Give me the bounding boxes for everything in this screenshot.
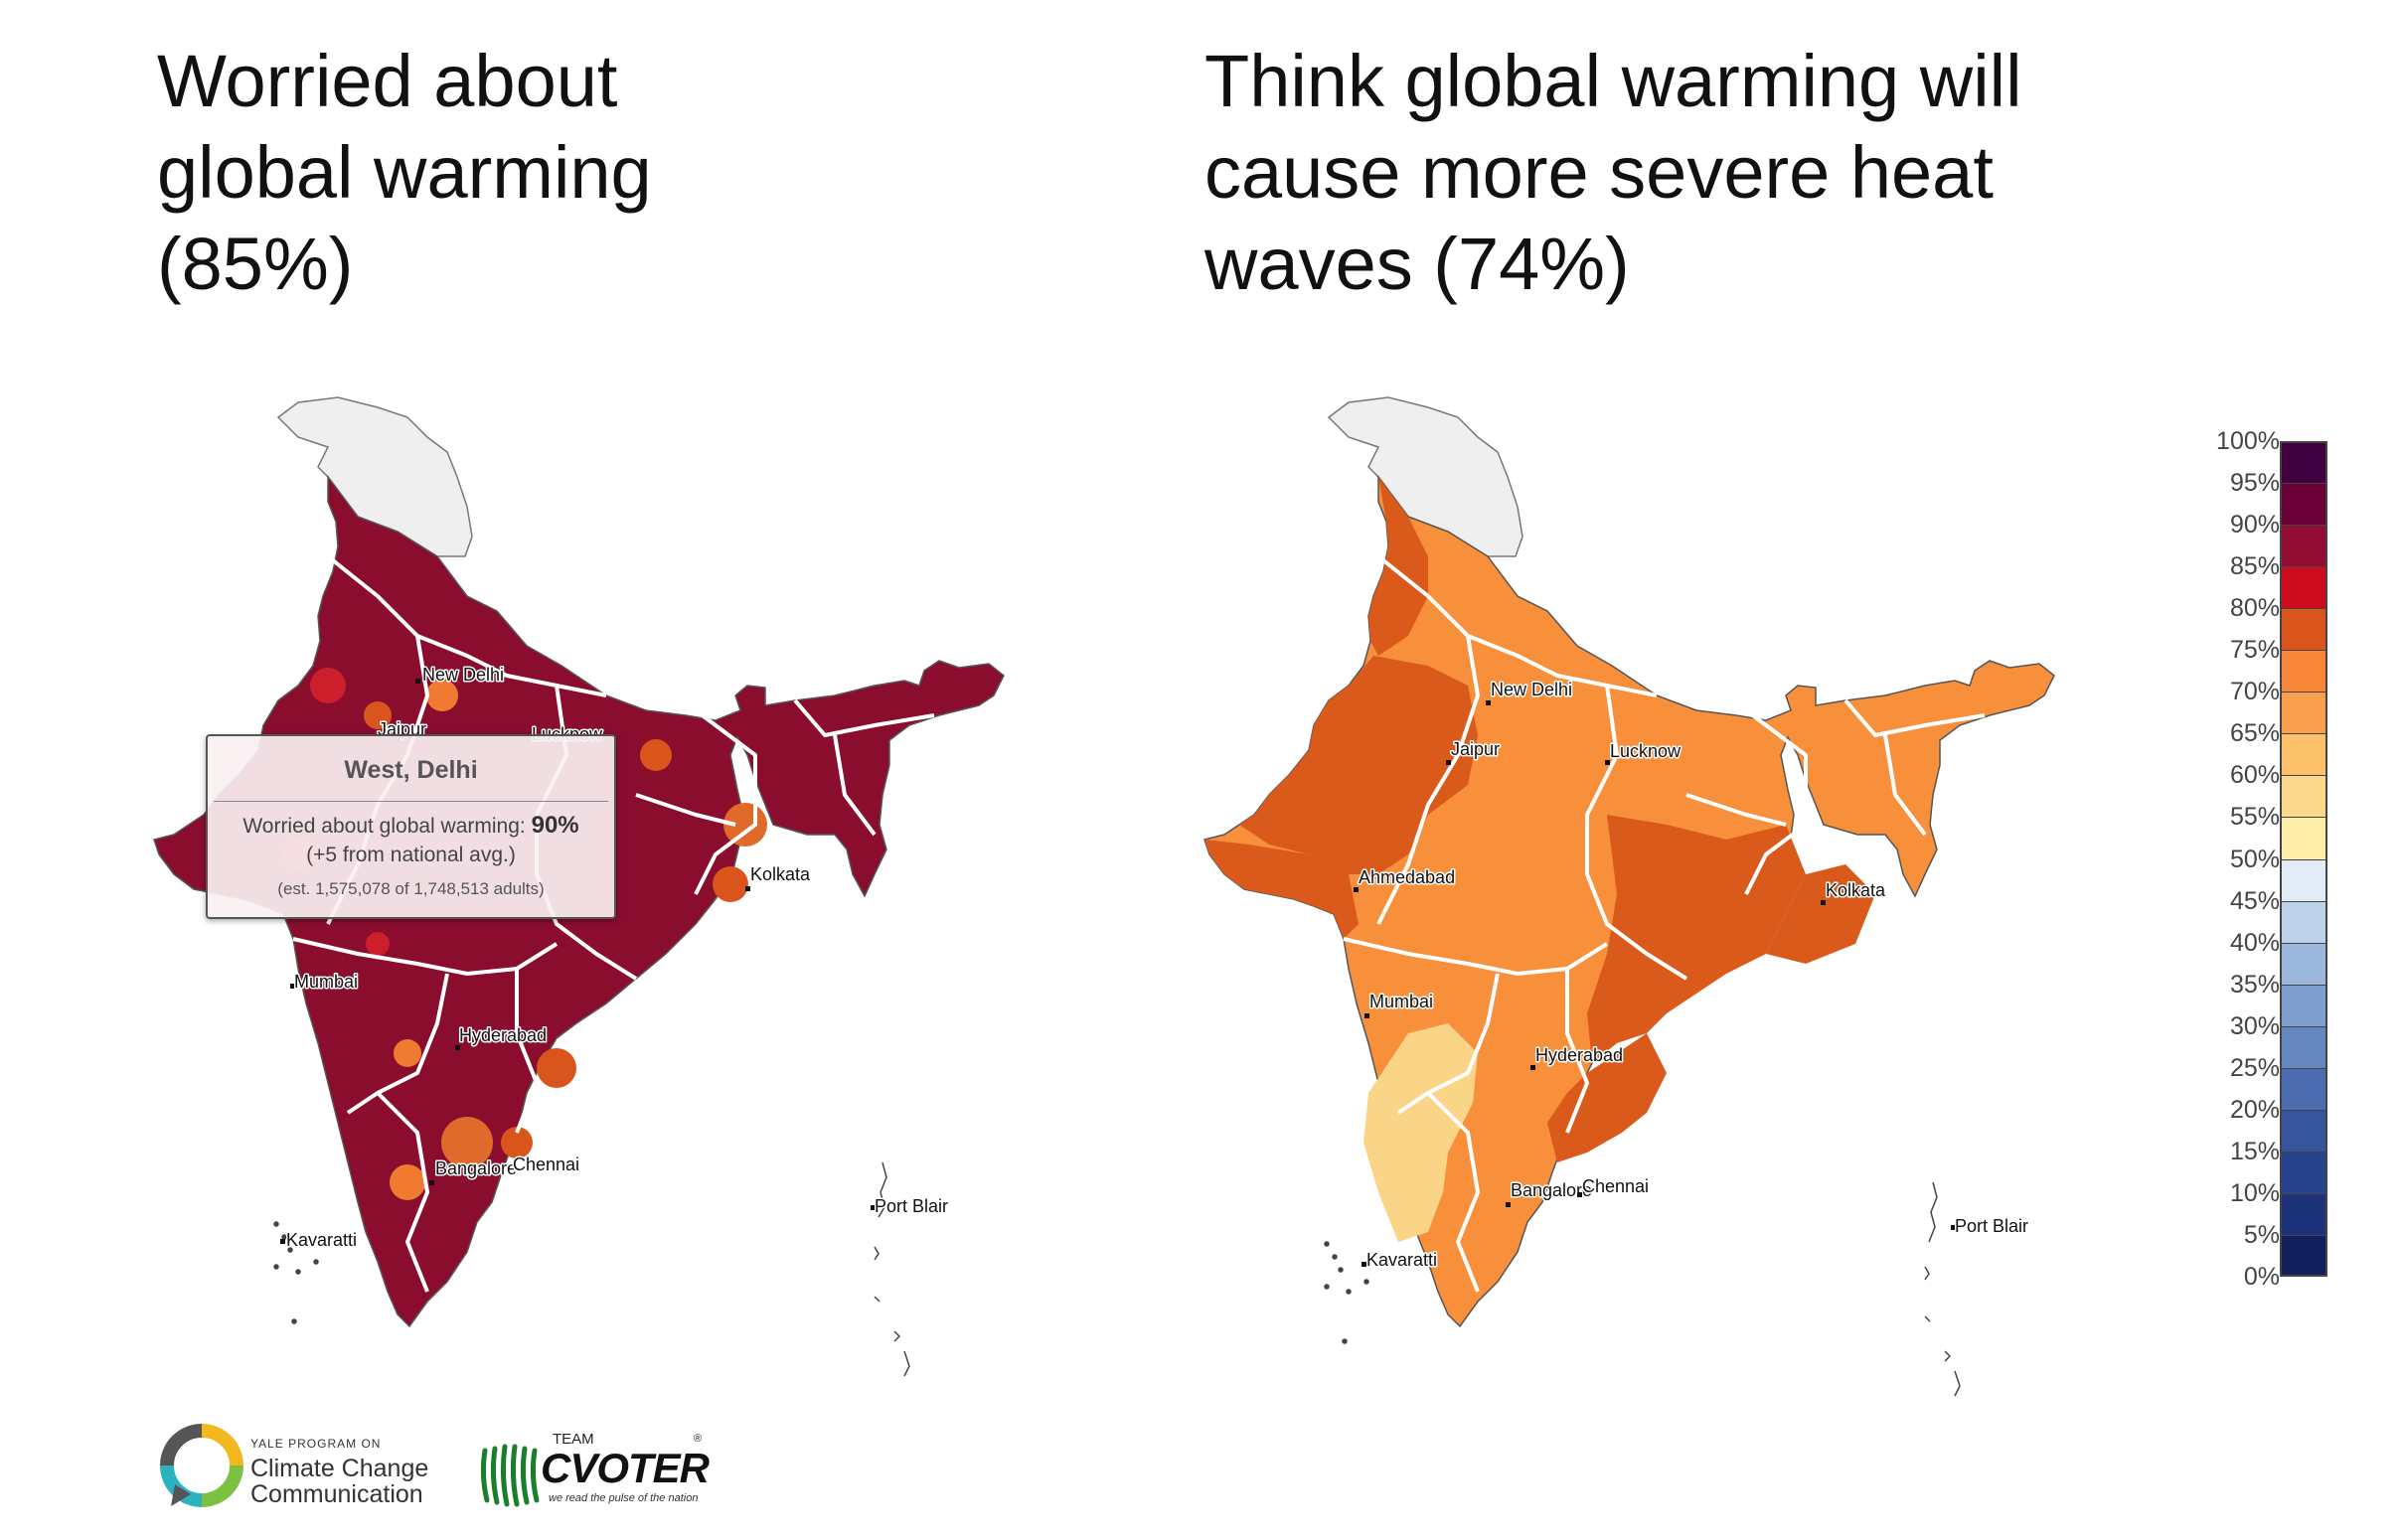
legend-swatch <box>2282 1151 2325 1194</box>
right-city-ahmedabad: Ahmedabad <box>1359 867 1455 887</box>
right-dark-regions <box>1204 477 1875 1162</box>
right-city-jaipur: Jaipur <box>1451 739 1500 759</box>
legend-swatch <box>2282 984 2325 1027</box>
legend-tick-label: 10% <box>2229 1178 2280 1207</box>
tooltip-label: Worried about global warming: <box>242 815 526 838</box>
legend-tick-label: 0% <box>2243 1263 2280 1291</box>
legend-swatch <box>2282 566 2325 610</box>
cvoter-tagline: we read the pulse of the nation <box>549 1492 699 1504</box>
cvoter-team-label: TEAM <box>553 1431 594 1448</box>
right-map-title: Think global warming will cause more sev… <box>1204 36 2022 310</box>
legend-swatch <box>2282 1234 2325 1275</box>
right-city-markers: New Delhi Jaipur Lucknow Ahmedabad Kolka… <box>1354 679 2030 1272</box>
legend-swatch <box>2282 525 2325 568</box>
legend-swatch <box>2282 650 2325 693</box>
right-city-bangalore: Bangalore <box>1511 1180 1592 1200</box>
yale-line-2: Communication <box>250 1480 423 1508</box>
right-title-line-2: cause more severe heat <box>1204 131 1994 214</box>
left-title-line-1: Worried about <box>157 40 618 122</box>
right-title-line-3: waves (74%) <box>1204 223 1630 305</box>
left-city-mumbai: Mumbai <box>294 972 358 992</box>
right-city-chennai: Chennai <box>1582 1176 1649 1196</box>
legend-tick-label: 55% <box>2229 803 2280 832</box>
legend-tick-label: 95% <box>2229 469 2280 498</box>
legend-tick-label: 30% <box>2229 1011 2280 1040</box>
right-city-kavaratti: Kavaratti <box>1366 1250 1437 1270</box>
legend-tick-label: 45% <box>2229 886 2280 915</box>
legend-tick-label: 65% <box>2229 719 2280 748</box>
legend-swatch <box>2282 1192 2325 1236</box>
legend-tick-label: 80% <box>2229 594 2280 623</box>
left-map-title: Worried about global warming (85%) <box>157 36 652 310</box>
legend-tick-label: 70% <box>2229 678 2280 706</box>
legend-tick-label: 20% <box>2229 1095 2280 1124</box>
legend-swatch <box>2282 942 2325 986</box>
tooltip-value: 90% <box>531 812 579 839</box>
cvoter-registered-mark: ® <box>694 1433 703 1445</box>
legend-tick-label: 5% <box>2243 1220 2280 1249</box>
legend-swatch <box>2282 608 2325 652</box>
legend-swatch <box>2282 900 2325 944</box>
left-city-dot-new-delhi <box>415 679 420 684</box>
right-title-line-1: Think global warming will <box>1204 40 2022 122</box>
tooltip-title: West, Delhi <box>344 756 478 784</box>
right-city-hyderabad: Hyderabad <box>1535 1045 1623 1065</box>
cvoter-logo: TEAM CVOTER we read the pulse of the nat… <box>477 1423 710 1512</box>
left-city-kavaratti: Kavaratti <box>286 1230 357 1250</box>
left-city-port-blair: Port Blair <box>875 1196 948 1216</box>
legend-tick-label: 15% <box>2229 1137 2280 1165</box>
right-region-borders <box>1343 554 1986 1293</box>
legend-swatch <box>2282 1067 2325 1111</box>
right-islands <box>1324 1181 1961 1397</box>
right-city-new-delhi: New Delhi <box>1491 680 1572 699</box>
right-city-mumbai: Mumbai <box>1369 992 1433 1011</box>
legend-swatch <box>2282 733 2325 777</box>
right-light-region <box>1363 1023 1478 1242</box>
legend-tick-label: 85% <box>2229 552 2280 581</box>
left-title-line-2: global warming <box>157 131 652 214</box>
right-city-lucknow: Lucknow <box>1610 741 1682 761</box>
legend-swatch <box>2282 443 2325 485</box>
yale-small-text: YALE PROGRAM ON <box>250 1437 382 1451</box>
right-city-kolkata: Kolkata <box>1826 880 1886 900</box>
left-city-kolkata: Kolkata <box>750 864 811 884</box>
legend-swatch <box>2282 483 2325 527</box>
cvoter-stripes-icon <box>480 1444 540 1507</box>
left-city-new-delhi: New Delhi <box>422 665 504 685</box>
left-city-hyderabad: Hyderabad <box>459 1025 547 1045</box>
left-islands <box>273 1161 910 1377</box>
legend-tick-label: 25% <box>2229 1053 2280 1082</box>
legend-tick-label: 100% <box>2216 427 2280 455</box>
color-legend: 100% 95% 90% 85% 80% 75% 70% 65% 60% 55% 50% 45% 40%… <box>2186 427 2335 1291</box>
legend-tick-label: 60% <box>2229 761 2280 790</box>
tooltip-main-line: Worried about global warming: 90% <box>208 812 614 840</box>
cvoter-name: CVOTER <box>541 1445 710 1491</box>
right-city-port-blair: Port Blair <box>1955 1216 2028 1236</box>
district-tooltip: West, Delhi Worried about global warming… <box>206 734 616 919</box>
legend-swatch <box>2282 692 2325 735</box>
legend-color-bar <box>2280 441 2327 1277</box>
legend-tick-label: 35% <box>2229 970 2280 999</box>
yale-line-1: Climate Change <box>250 1455 429 1482</box>
legend-swatch <box>2282 858 2325 902</box>
tooltip-estimate: (est. 1,575,078 of 1,748,513 adults) <box>277 879 545 898</box>
legend-tick-label: 40% <box>2229 928 2280 957</box>
tooltip-divider <box>214 801 608 802</box>
yale-climate-logo: YALE PROGRAM ON Climate Change Communica… <box>157 1423 445 1512</box>
legend-swatch <box>2282 817 2325 860</box>
left-city-bangalore: Bangalore <box>435 1158 517 1178</box>
legend-tick-label: 50% <box>2229 845 2280 873</box>
right-map[interactable]: New Delhi Jaipur Lucknow Ahmedabad Kolka… <box>1203 396 2055 1397</box>
left-title-line-3: (85%) <box>157 223 354 305</box>
legend-swatch <box>2282 775 2325 819</box>
yale-logo-icon <box>160 1424 243 1507</box>
legend-swatch <box>2282 1025 2325 1069</box>
left-city-chennai: Chennai <box>513 1155 579 1174</box>
legend-tick-label: 75% <box>2229 636 2280 665</box>
tooltip-diff: (+5 from national avg.) <box>306 844 516 866</box>
legend-tick-label: 90% <box>2229 511 2280 539</box>
legend-swatch <box>2282 1109 2325 1153</box>
